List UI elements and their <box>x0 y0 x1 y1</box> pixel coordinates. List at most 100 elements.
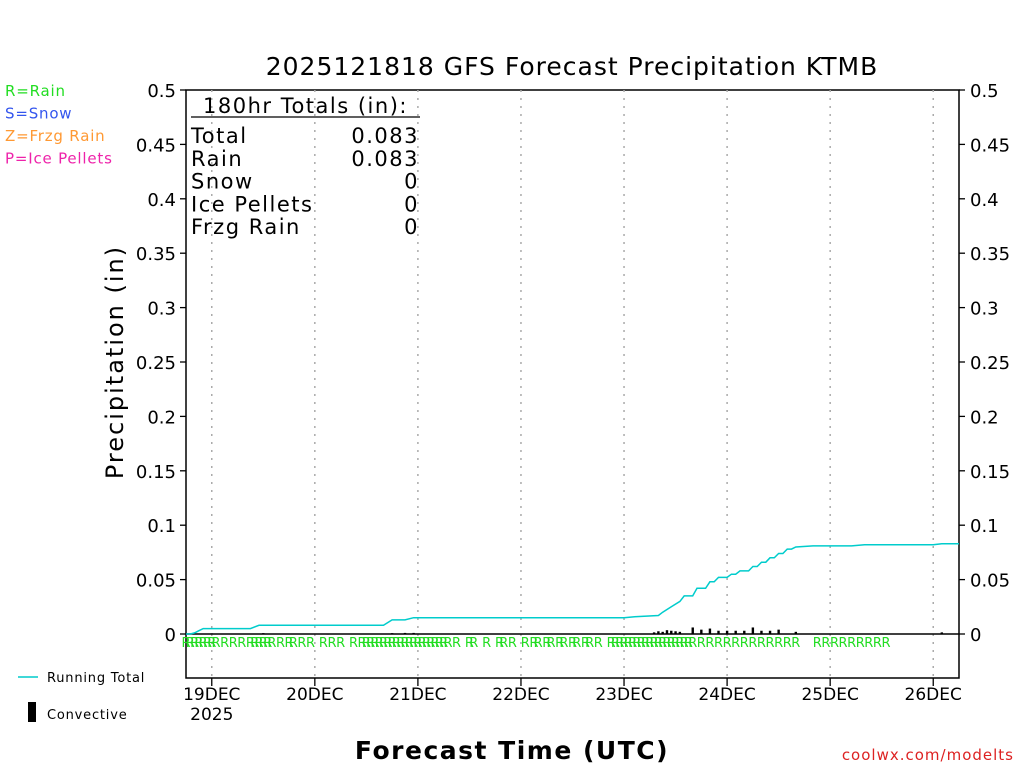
y-tick-label-right: 0.3 <box>970 299 999 320</box>
convective-bar <box>661 631 664 634</box>
rain-marker: R <box>581 636 590 651</box>
rain-marker: R <box>555 636 564 651</box>
convective-bar <box>794 631 798 634</box>
rain-marker: R <box>658 636 667 651</box>
plot-area <box>185 89 960 679</box>
y-tick-label-left: 0.05 <box>136 571 176 592</box>
rain-marker: R <box>534 636 543 651</box>
rain-marker: R <box>327 636 336 651</box>
x-tick-label: 21DEC <box>389 685 446 705</box>
y-tick-label-right: 0.25 <box>970 353 1010 374</box>
rain-marker: R <box>276 636 285 651</box>
y-tick-label-right: 0.2 <box>970 407 999 428</box>
y-tick-label-left: 0.45 <box>136 135 176 156</box>
rain-marker: R <box>611 636 620 651</box>
rain-marker: R <box>443 636 452 651</box>
rain-marker: R <box>186 636 195 651</box>
rain-marker: R <box>813 636 822 651</box>
rain-marker: R <box>585 636 594 651</box>
rain-marker: R <box>654 636 663 651</box>
convective-legend-swatch <box>28 702 36 722</box>
rain-marker: R <box>547 636 556 651</box>
totals-header: 180hr Totals (in): <box>203 94 408 118</box>
y-tick-label-right: 0.4 <box>970 190 999 211</box>
rain-marker: R <box>864 636 873 651</box>
convective-bar <box>657 631 660 634</box>
rain-marker: R <box>366 636 375 651</box>
convective-bar <box>674 631 677 634</box>
credit-text: coolwx.com/modelts <box>842 746 1014 764</box>
rain-marker: R <box>594 636 603 651</box>
x-tick-label: 26DEC <box>905 685 962 705</box>
x-tick-label: 24DEC <box>698 685 755 705</box>
rain-marker: R <box>662 636 671 651</box>
rain-marker: R <box>508 636 517 651</box>
convective-bars <box>210 627 944 635</box>
convective-bar <box>665 630 669 634</box>
rain-marker: R <box>675 636 684 651</box>
rain-marker: R <box>542 636 551 651</box>
rain-marker: R <box>297 636 306 651</box>
rain-marker: R <box>680 636 689 651</box>
precip-type-legend-item: S=Snow <box>5 105 72 123</box>
rain-marker: R <box>405 636 414 651</box>
convective-bar <box>940 632 944 634</box>
rain-marker: R <box>783 636 792 651</box>
rain-marker: R <box>379 636 388 651</box>
x-axis-title: Forecast Time (UTC) <box>355 736 669 765</box>
y-tick-label-right: 0.45 <box>970 135 1010 156</box>
convective-bar <box>768 630 772 634</box>
rain-marker: R <box>873 636 882 651</box>
totals-row-value: 0 <box>404 192 419 216</box>
rain-marker: R <box>267 636 276 651</box>
rain-marker: R <box>181 636 190 651</box>
rain-marker: R <box>254 636 263 651</box>
rain-marker: R <box>465 636 474 651</box>
rain-marker: R <box>336 636 345 651</box>
totals-row-label: Snow <box>191 170 254 194</box>
y-tick-label-right: 0.1 <box>970 516 999 537</box>
convective-bar <box>717 630 720 634</box>
convective-bar <box>614 633 617 635</box>
rain-marker: R <box>375 636 384 651</box>
totals-row-value: 0.083 <box>351 147 419 171</box>
rain-marker: R <box>757 636 766 651</box>
y-tick-label-left: 0.35 <box>136 244 176 265</box>
rain-marker: R <box>529 636 538 651</box>
totals-row-value: 0 <box>404 170 419 194</box>
rain-marker: R <box>362 636 371 651</box>
rain-marker: R <box>572 636 581 651</box>
rain-marker: R <box>418 636 427 651</box>
rain-marker: R <box>220 636 229 651</box>
convective-bar <box>691 627 694 634</box>
rain-marker: R <box>263 636 272 651</box>
precip-type-legend-item: Z=Frzg Rain <box>5 127 105 145</box>
rain-marker: R <box>413 636 422 651</box>
rain-marker: R <box>190 636 199 651</box>
x-year-label: 2025 <box>190 705 233 725</box>
rain-marker: R <box>212 636 221 651</box>
rain-marker: R <box>830 636 839 651</box>
rain-marker: R <box>199 636 208 651</box>
rain-marker: R <box>259 636 268 651</box>
x-tick-label: 25DEC <box>801 685 858 705</box>
x-tick-label: 23DEC <box>595 685 652 705</box>
rain-marker: R <box>766 636 775 651</box>
totals-box: 180hr Totals (in): Total 0.083 Rain 0.083 Sn… <box>190 94 420 239</box>
y-tick-label-right: 0 <box>970 625 981 646</box>
x-tick-label: 19DEC <box>183 685 240 705</box>
rain-marker: R <box>349 636 358 651</box>
rain-marker: R <box>615 636 624 651</box>
rain-marker: R <box>637 636 646 651</box>
rain-marker: R <box>495 636 504 651</box>
rain-marker: R <box>306 636 315 651</box>
rain-marker: R <box>400 636 409 651</box>
convective-bar <box>403 632 407 634</box>
y-tick-label-left: 0.5 <box>147 81 176 102</box>
y-tick-label-left: 0.2 <box>147 407 176 428</box>
rain-marker: R <box>821 636 830 651</box>
totals-row-value: 0 <box>404 215 419 239</box>
rain-marker: R <box>482 636 491 651</box>
